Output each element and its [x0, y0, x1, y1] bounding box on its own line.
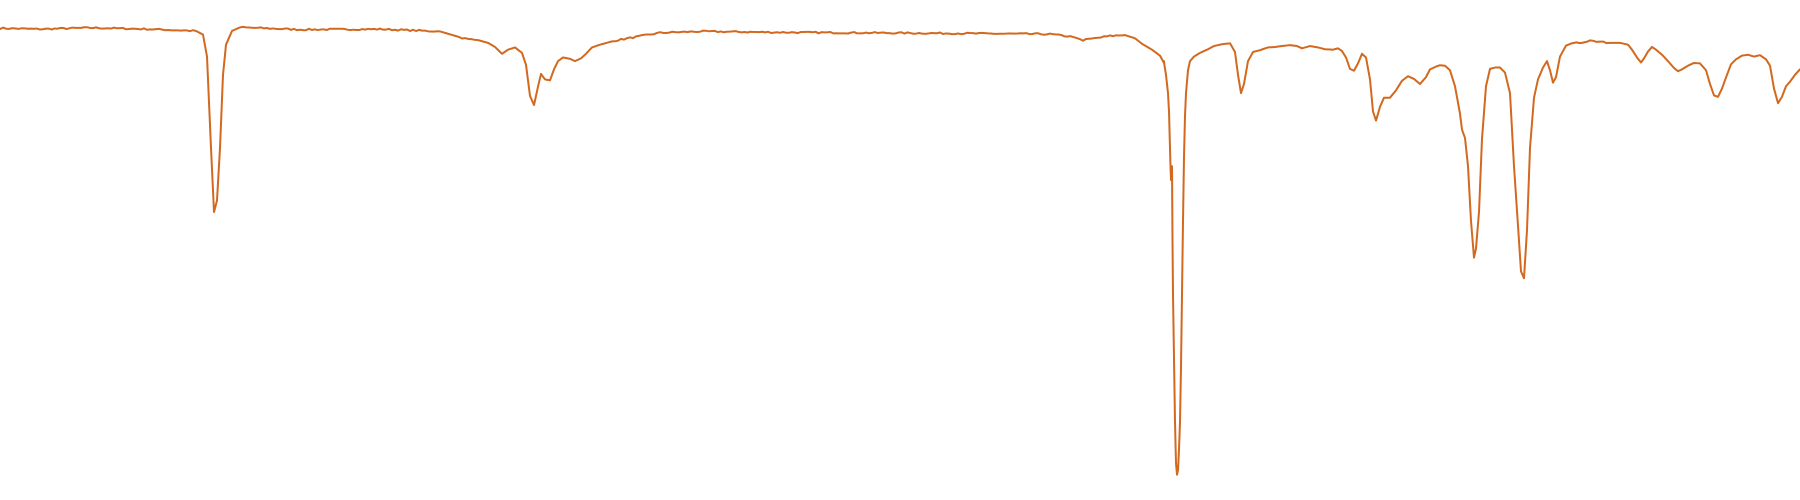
spectrum-line — [0, 25, 1800, 476]
